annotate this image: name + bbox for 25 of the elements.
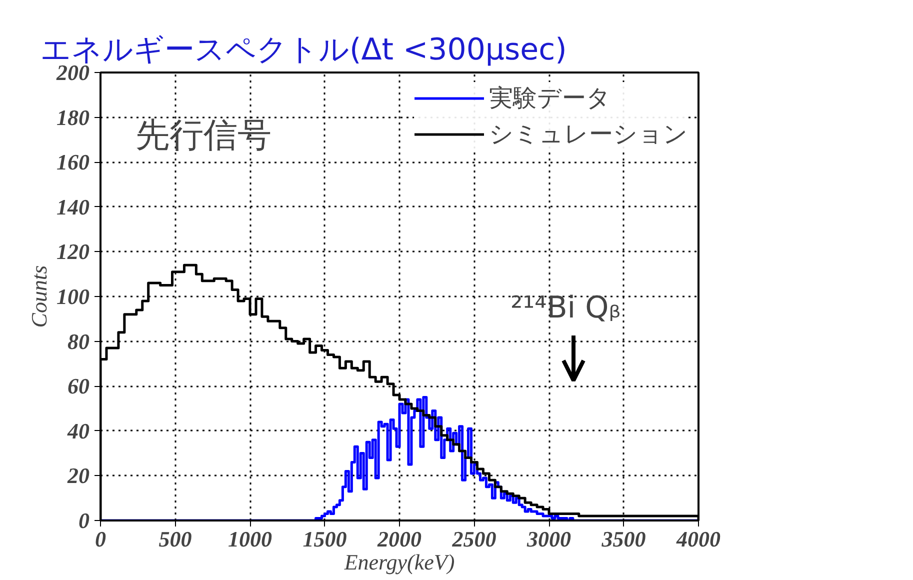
y-tick-label: 20 — [66, 463, 90, 488]
y-axis-title: Counts — [26, 265, 52, 328]
y-tick-label: 180 — [56, 104, 90, 130]
legend-label: 実験データ — [489, 83, 611, 114]
x-tick-label: 1000 — [228, 526, 272, 552]
y-tick-label: 80 — [68, 328, 90, 354]
x-tick-label: 2500 — [451, 526, 496, 552]
y-tick-label: 100 — [56, 284, 90, 309]
annotation: ²¹⁴Bi Qᵦ — [510, 290, 621, 326]
annotation: 先行信号 — [136, 116, 272, 156]
legend-label: シミュレーション — [489, 119, 688, 150]
y-tick-label: 0 — [78, 508, 90, 533]
y-tick-label: 60 — [68, 374, 90, 399]
y-tick-label: 40 — [66, 418, 90, 444]
x-tick-label: 4000 — [676, 526, 720, 552]
x-tick-label: 3500 — [600, 526, 646, 552]
x-tick-label: 0 — [95, 526, 106, 552]
y-tick-label: 140 — [56, 194, 90, 220]
y-tick-label: 160 — [56, 150, 90, 175]
x-tick-label: 500 — [158, 526, 192, 552]
x-tick-label: 3000 — [526, 526, 571, 552]
y-tick-label: 120 — [56, 239, 90, 264]
x-tick-label: 1500 — [302, 526, 347, 552]
x-axis-title: Energy(keV) — [343, 550, 455, 574]
x-tick-label: 2000 — [376, 526, 422, 552]
